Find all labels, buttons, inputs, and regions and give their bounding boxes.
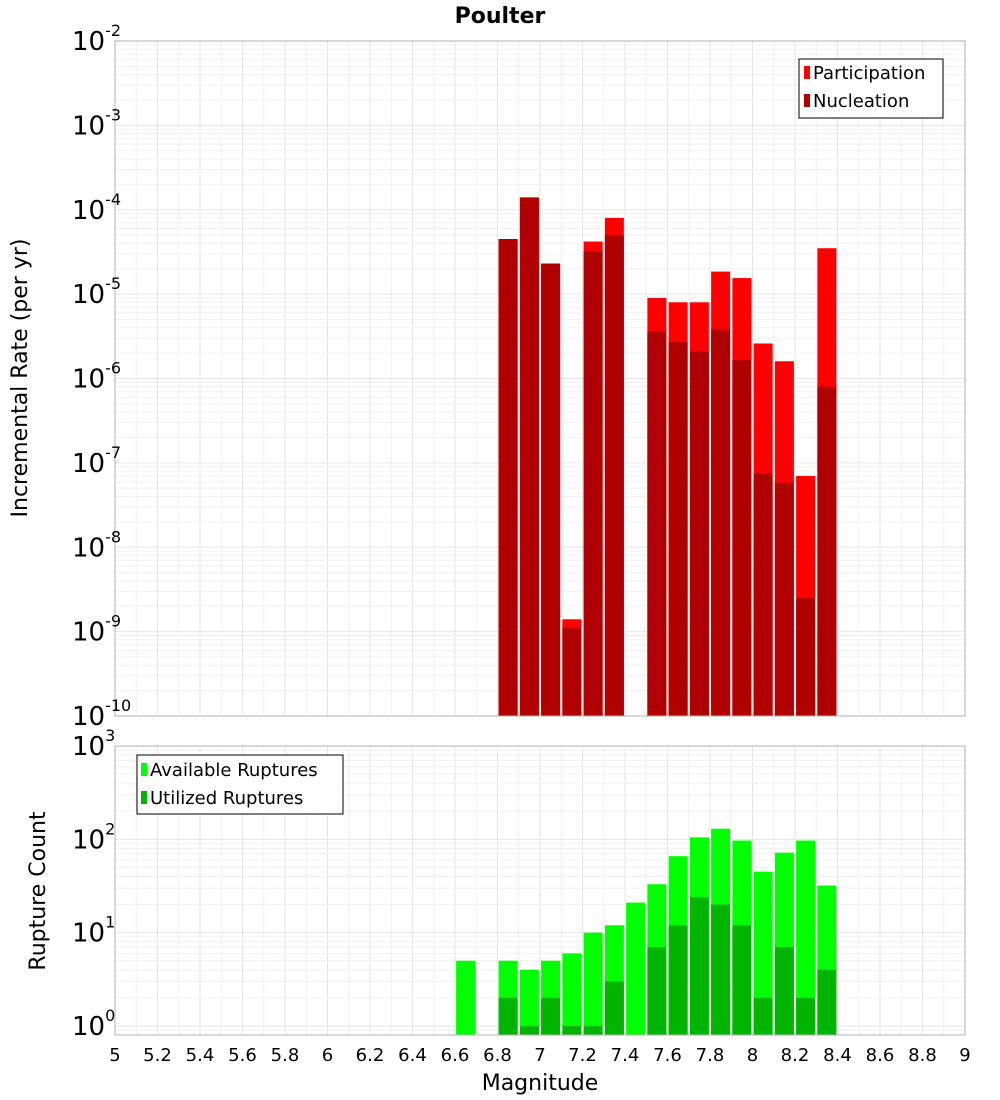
bar-utilized-ruptures	[732, 925, 752, 1035]
bar-nucleation	[541, 263, 561, 716]
top-bars	[498, 197, 837, 717]
top-legend: Participation Nucleation	[798, 58, 944, 119]
x-tick-label: 9	[959, 1045, 970, 1066]
x-tick-label: 6.6	[441, 1045, 470, 1066]
top-y-tick-label: 10-10	[72, 696, 131, 732]
legend-swatch-nucleation	[804, 94, 810, 107]
bar-utilized-ruptures	[753, 997, 773, 1035]
bar-utilized-ruptures	[774, 947, 794, 1035]
bar-available-ruptures	[456, 960, 476, 1035]
x-tick-label: 5.6	[228, 1045, 257, 1066]
bottom-y-tick-label: 100	[72, 1006, 115, 1042]
bar-utilized-ruptures	[541, 997, 561, 1035]
top-legend-box	[798, 58, 944, 119]
x-tick-label: 8.6	[866, 1045, 895, 1066]
bar-nucleation	[689, 351, 709, 716]
top-y-tick-label: 10-7	[72, 443, 121, 479]
legend-label-participation: Participation	[813, 63, 925, 84]
legend-swatch-available	[141, 763, 147, 776]
bottom-y-axis-label: Rupture Count	[26, 811, 51, 971]
top-plot-frame	[114, 40, 966, 717]
bar-nucleation	[774, 482, 794, 716]
x-tick-label: 7.2	[568, 1045, 597, 1066]
x-tick-label: 6.2	[356, 1045, 385, 1066]
top-y-tick-label: 10-4	[72, 190, 121, 226]
bottom-bars	[456, 828, 837, 1035]
x-tick-label: 5.2	[143, 1045, 172, 1066]
chart-title: Poulter	[455, 4, 546, 29]
bar-available-ruptures	[753, 871, 773, 1035]
bar-nucleation	[817, 386, 837, 716]
bar-nucleation	[753, 473, 773, 716]
bar-utilized-ruptures	[796, 997, 816, 1035]
x-tick-label: 8	[747, 1045, 758, 1066]
bar-nucleation	[668, 342, 688, 716]
bar-utilized-ruptures	[817, 969, 837, 1035]
bar-utilized-ruptures	[604, 981, 624, 1035]
top-y-tick-label: 10-2	[72, 21, 121, 57]
top-grid	[114, 41, 966, 717]
bar-utilized-ruptures	[519, 1025, 539, 1035]
legend-label-available: Available Ruptures	[150, 760, 318, 781]
x-tick-label: 7.8	[696, 1045, 725, 1066]
bar-utilized-ruptures	[689, 897, 709, 1035]
x-tick-label: 6	[322, 1045, 333, 1066]
top-y-tick-label: 10-9	[72, 612, 121, 648]
bar-available-ruptures	[626, 902, 646, 1035]
bottom-panel: 103 102 101 100 Rupture Count Available Rup…	[26, 726, 971, 1096]
bar-nucleation	[604, 235, 624, 716]
bottom-y-tick-label: 103	[72, 726, 115, 762]
bottom-y-tick-label: 102	[72, 819, 115, 855]
bar-nucleation	[519, 197, 539, 717]
top-y-tick-label: 10-5	[72, 274, 121, 310]
bar-nucleation	[498, 239, 518, 716]
bar-utilized-ruptures	[711, 904, 731, 1035]
legend-label-utilized: Utilized Ruptures	[150, 788, 303, 809]
bar-available-ruptures	[583, 932, 603, 1035]
bar-nucleation	[583, 251, 603, 716]
x-tick-label: 5.4	[186, 1045, 215, 1066]
top-y-axis-label: Incremental Rate (per yr)	[8, 239, 33, 518]
bar-nucleation	[732, 360, 752, 716]
bar-nucleation	[562, 628, 582, 716]
bar-nucleation	[711, 329, 731, 716]
top-y-tick-label: 10-6	[72, 359, 121, 395]
x-tick-label: 8.2	[781, 1045, 810, 1066]
bar-available-ruptures	[519, 969, 539, 1035]
x-tick-label: 7	[534, 1045, 545, 1066]
top-y-tick-label: 10-8	[72, 527, 121, 563]
bar-nucleation	[647, 331, 667, 716]
x-ticks: 5 5.2 5.4 5.6 5.8 6 6.2 6.4 6.6 6.8 7 7.2 7.4 7.6 7.8 8…	[109, 1045, 970, 1066]
bottom-y-ticks: 103 102 101 100	[72, 726, 115, 1042]
legend-swatch-participation	[804, 66, 810, 79]
bar-utilized-ruptures	[583, 1025, 603, 1035]
x-tick-label: 7.6	[653, 1045, 682, 1066]
x-tick-label: 5	[109, 1045, 120, 1066]
top-y-tick-label: 10-3	[72, 105, 121, 141]
bar-utilized-ruptures	[562, 1025, 582, 1035]
top-panel: 10-2 10-3 10-4 10-5 10-6 10-7 10-8 10-9 10-10 In…	[8, 21, 966, 732]
x-tick-label: 8.8	[908, 1045, 937, 1066]
bar-utilized-ruptures	[647, 947, 667, 1035]
legend-label-nucleation: Nucleation	[813, 91, 909, 112]
bottom-legend-box	[136, 754, 344, 815]
x-tick-label: 5.8	[271, 1045, 300, 1066]
x-tick-label: 7.4	[611, 1045, 640, 1066]
x-tick-label: 8.4	[823, 1045, 852, 1066]
bar-utilized-ruptures	[668, 925, 688, 1035]
legend-swatch-utilized	[141, 791, 147, 804]
bar-nucleation	[796, 598, 816, 716]
bar-available-ruptures	[562, 953, 582, 1035]
bar-available-ruptures	[796, 840, 816, 1035]
x-tick-label: 6.4	[398, 1045, 427, 1066]
bar-utilized-ruptures	[498, 997, 518, 1035]
bottom-y-tick-label: 101	[72, 913, 115, 949]
bottom-legend: Available Ruptures Utilized Ruptures	[136, 754, 344, 815]
bottom-plot-frame	[114, 745, 966, 1036]
top-y-ticks: 10-2 10-3 10-4 10-5 10-6 10-7 10-8 10-9 10-10	[72, 21, 131, 732]
x-tick-label: 6.8	[483, 1045, 512, 1066]
x-axis-label: Magnitude	[482, 1071, 599, 1096]
